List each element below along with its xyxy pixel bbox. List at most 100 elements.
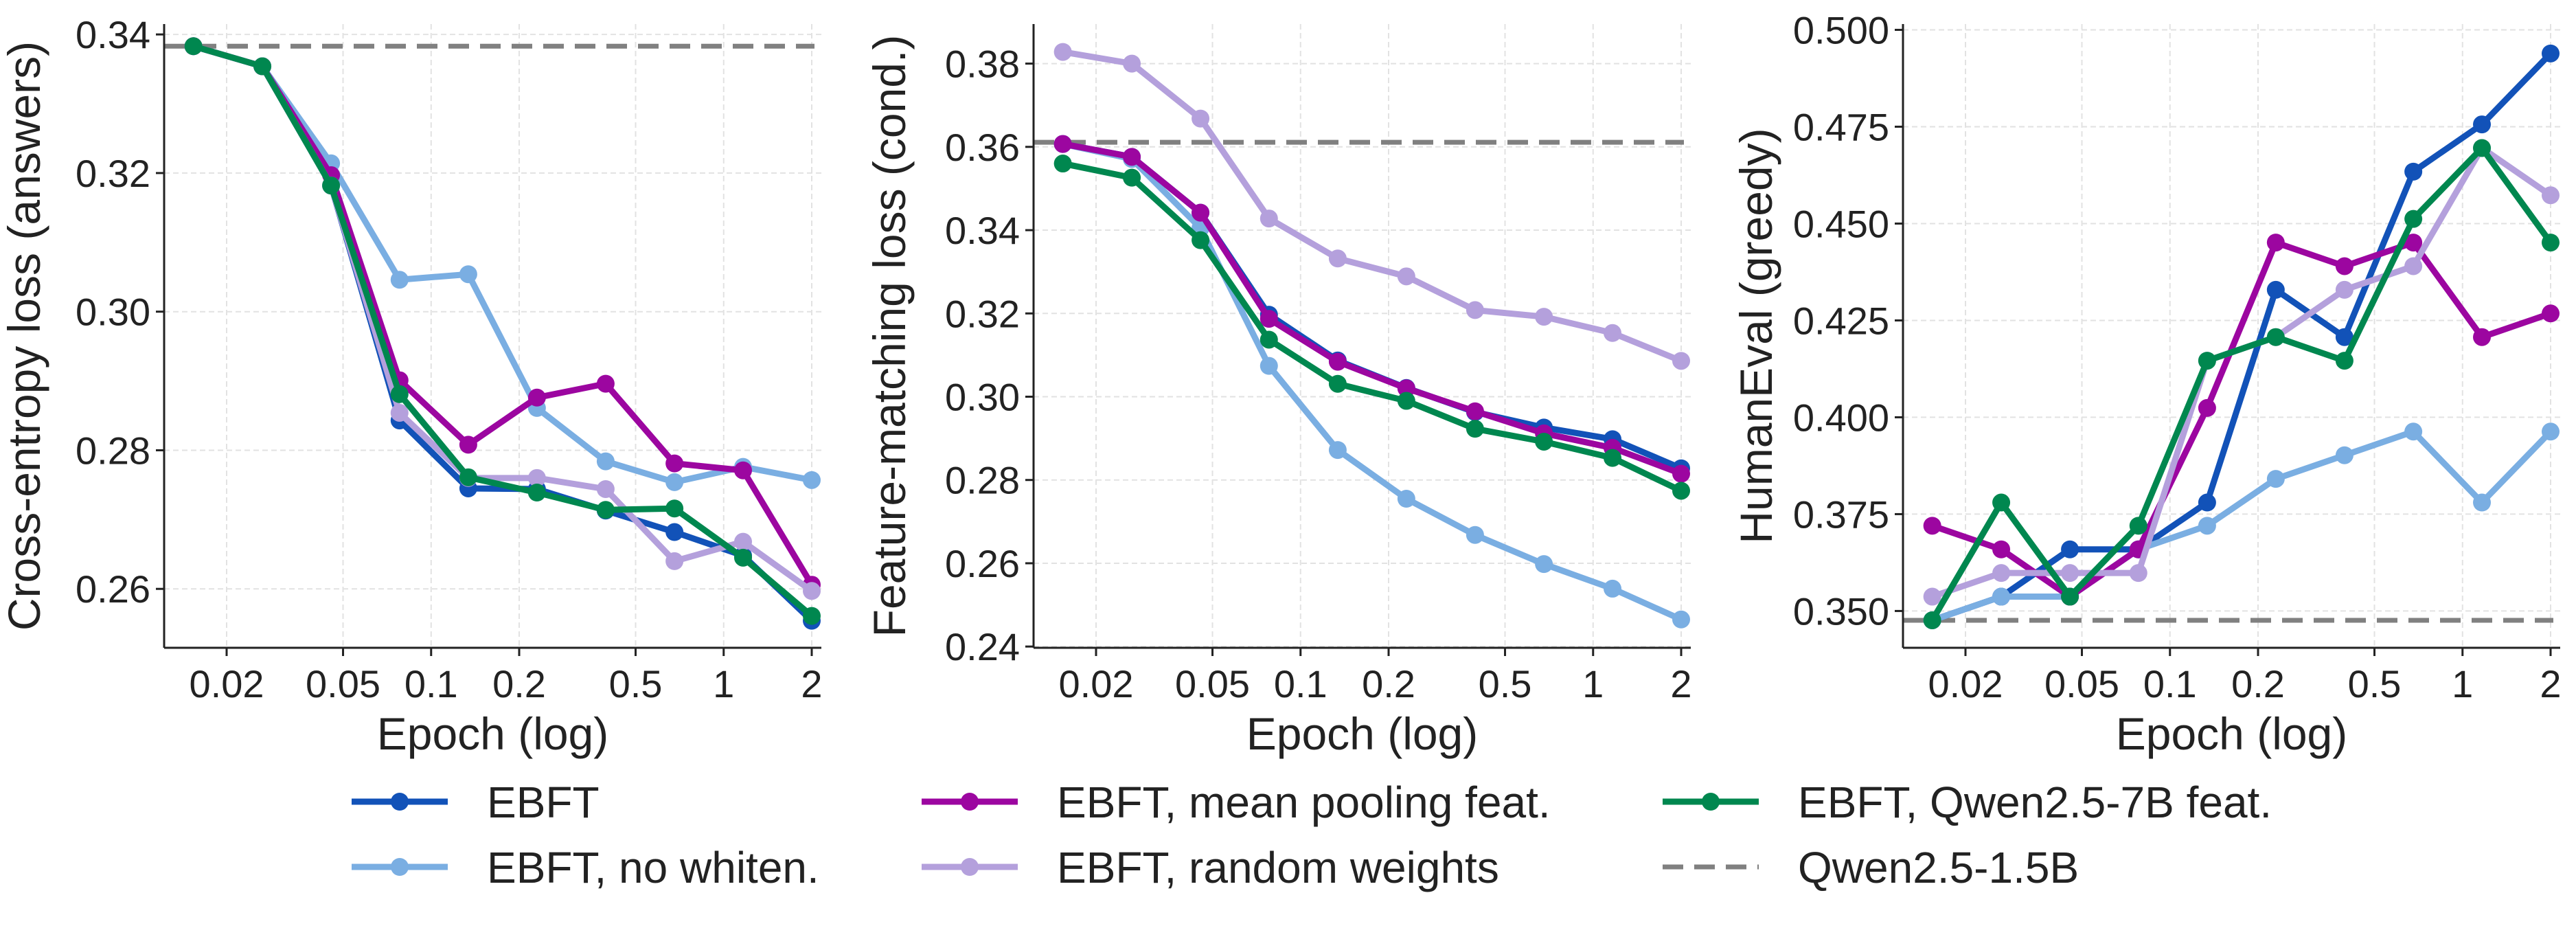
data-point xyxy=(2198,517,2216,535)
data-point xyxy=(1992,564,2011,583)
legend-label: EBFT, no whiten. xyxy=(487,843,819,892)
data-point xyxy=(527,388,546,407)
series-line-5 xyxy=(1062,160,1683,494)
data-point xyxy=(2542,234,2560,252)
legend-marker-icon xyxy=(391,793,409,811)
y-tick-label: 0.38 xyxy=(945,43,1020,86)
data-point xyxy=(2061,564,2079,583)
x-tick-label: 0.1 xyxy=(2143,662,2197,705)
data-point xyxy=(1604,449,1622,467)
x-axis-title: Epoch (log) xyxy=(1246,708,1479,759)
data-point xyxy=(1328,249,1347,268)
data-point xyxy=(2404,422,2423,441)
data-point xyxy=(1604,324,1622,342)
data-point xyxy=(2404,234,2423,252)
series-line-2 xyxy=(1931,428,2553,624)
y-tick-label: 0.34 xyxy=(76,13,150,56)
legend: EBFT EBFT, no whiten. EBFT, mean pooling f… xyxy=(352,778,2272,892)
data-point xyxy=(1466,402,1484,420)
data-point xyxy=(2335,280,2353,299)
data-point xyxy=(1123,168,1141,187)
series-line-4 xyxy=(192,43,814,594)
legend-entry: Qwen2.5-1.5B xyxy=(1663,843,2079,892)
y-tick-label: 0.32 xyxy=(945,292,1020,335)
series-line-3 xyxy=(1062,141,1683,477)
subplot-2: 0.02 0.05 0.1 0.2 0.5 1 2 0.24 0.26 0.28 0.30 0.32 0… xyxy=(864,24,1692,759)
y-tick-label: 0.500 xyxy=(1793,8,1889,52)
data-point xyxy=(665,499,684,518)
data-point xyxy=(2542,186,2560,205)
series-line-2 xyxy=(192,43,812,486)
data-point xyxy=(459,468,477,486)
y-tick-label: 0.475 xyxy=(1793,105,1889,148)
data-point xyxy=(1923,587,1941,606)
data-point xyxy=(596,452,615,471)
x-axis-title: Epoch (log) xyxy=(2116,708,2348,759)
legend-marker-icon xyxy=(391,858,409,876)
data-point xyxy=(596,479,615,498)
x-tick-label: 0.05 xyxy=(306,662,380,705)
legend-marker-icon xyxy=(961,793,979,811)
y-tick-label: 0.28 xyxy=(945,459,1020,502)
data-point xyxy=(1397,379,1415,398)
data-point xyxy=(1192,109,1210,128)
data-point xyxy=(1053,43,1072,61)
x-tick-label: 0.1 xyxy=(404,662,458,705)
data-point xyxy=(322,177,341,195)
legend-entry: EBFT, Qwen2.5-7B feat. xyxy=(1663,778,2272,827)
y-tick-label: 0.400 xyxy=(1793,396,1889,439)
x-tick-label: 0.2 xyxy=(1362,662,1415,705)
data-point xyxy=(1053,155,1072,173)
data-point xyxy=(596,374,615,393)
data-point xyxy=(1259,210,1278,228)
data-point xyxy=(665,454,684,473)
y-tick-label: 0.350 xyxy=(1793,589,1889,633)
data-point xyxy=(2404,257,2423,275)
legend-entry: EBFT xyxy=(352,778,600,827)
legend-marker-icon xyxy=(961,858,979,876)
data-point xyxy=(1328,374,1347,393)
data-point xyxy=(1192,231,1210,249)
data-point xyxy=(2198,493,2216,512)
data-point xyxy=(2335,257,2353,275)
data-point xyxy=(2266,328,2285,346)
legend-label: EBFT, Qwen2.5-7B feat. xyxy=(1798,778,2272,827)
data-point xyxy=(1192,203,1210,222)
y-tick-label: 0.28 xyxy=(76,429,150,472)
x-tick-label: 2 xyxy=(1670,662,1691,705)
series-line-4 xyxy=(1931,144,2553,600)
y-tick-label: 0.425 xyxy=(1793,299,1889,342)
data-point xyxy=(2473,115,2492,134)
x-tick-label: 1 xyxy=(2452,662,2473,705)
legend-label: EBFT xyxy=(487,778,600,827)
y-tick-label: 0.26 xyxy=(945,542,1020,585)
data-point xyxy=(1053,135,1072,153)
series-line-5 xyxy=(192,43,814,619)
series-line-3 xyxy=(192,43,814,587)
data-point xyxy=(2404,210,2423,228)
x-tick-label: 0.05 xyxy=(1175,662,1250,705)
y-axis-title: Feature-matching loss (cond.) xyxy=(864,35,915,637)
data-point xyxy=(2198,352,2216,370)
data-point xyxy=(1923,611,1941,629)
y-axis-title: Cross-entropy loss (answers) xyxy=(0,41,49,631)
data-point xyxy=(390,385,409,403)
data-point xyxy=(459,436,477,454)
y-tick-label: 0.36 xyxy=(945,126,1020,169)
series-line-4 xyxy=(1062,49,1683,364)
data-point xyxy=(2542,44,2560,63)
x-tick-label: 2 xyxy=(2540,662,2561,705)
series-line-5 xyxy=(1929,144,2553,622)
data-point xyxy=(1992,587,2011,606)
data-point xyxy=(665,473,684,491)
data-point xyxy=(1259,357,1278,375)
data-point xyxy=(1397,392,1415,410)
data-point xyxy=(2061,540,2079,558)
legend-marker-icon xyxy=(1702,793,1720,811)
data-point xyxy=(527,468,546,487)
data-point xyxy=(1604,579,1622,598)
y-tick-label: 0.26 xyxy=(76,567,150,611)
legend-entry: EBFT, no whiten. xyxy=(352,843,819,892)
legend-label: Qwen2.5-1.5B xyxy=(1798,843,2079,892)
